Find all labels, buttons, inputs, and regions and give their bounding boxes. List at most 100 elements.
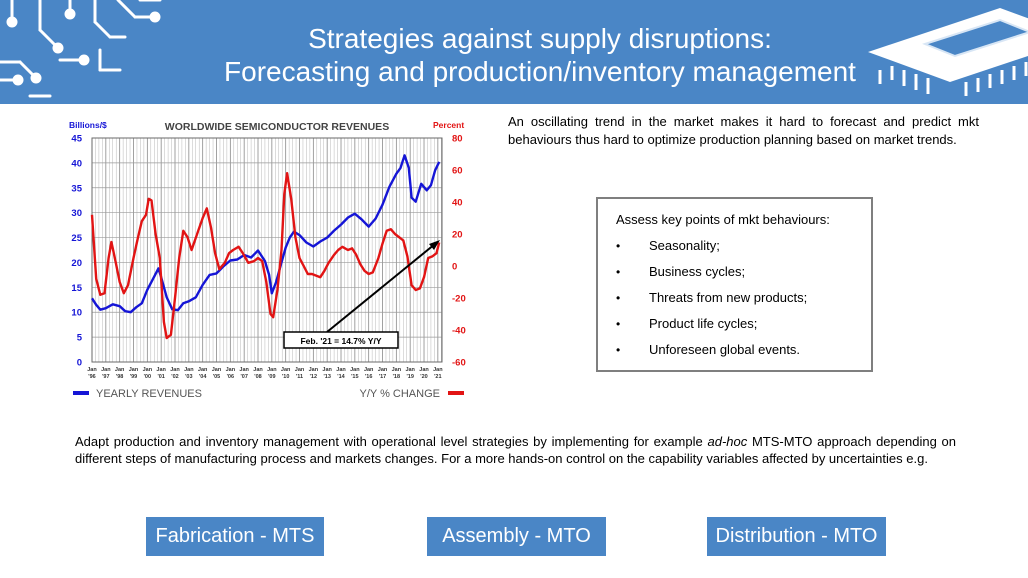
page-title: Strategies against supply disruptions: F… [150,22,930,88]
key-points-box: Assess key points of mkt behaviours: Sea… [596,197,873,372]
chart-right-tick-label: -60 [452,358,466,369]
chart-x-tick-year: '15 [351,374,358,380]
chart-right-tick-label: 80 [452,134,463,145]
chart-x-tick-month: Jan [143,367,153,373]
chart-x-tick-year: '08 [254,374,261,380]
page-title-line-2: Forecasting and production/inventory man… [224,56,856,87]
distribution-mto-button[interactable]: Distribution - MTO [707,517,886,556]
chart-x-tick-year: '14 [337,374,345,380]
semiconductor-revenue-chart: 0 5 10 15 20 25 30 35 40 45 -60 -40 -20 0 20 40 60 80 Ja… [62,114,482,412]
chart-x-tick-month: Jan [295,367,305,373]
annotation-label: Feb. '21 = 14.7% Y/Y [300,336,381,346]
chart-series-change-line [90,172,441,340]
strategy-paragraph: Adapt production and inventory managemen… [75,433,956,467]
key-point-seasonality: Seasonality; [616,237,871,263]
chart-frame [91,137,443,363]
strategy-text-after: MTS-MTO approach depending on different … [75,434,956,466]
chart-x-tick-year: '20 [420,374,427,380]
chart-x-tick-month: Jan [87,367,97,373]
chart-x-tick-year: '10 [282,374,289,380]
chart-x-tick-year: '02 [171,374,178,380]
chart-series-lines [90,154,441,340]
chart-left-tick-label: 5 [77,333,83,344]
chart-x-tick-year: '13 [323,374,330,380]
chart-x-tick-year: '01 [157,374,164,380]
chart-x-tick-month: Jan [336,367,346,373]
chart-x-tick-month: Jan [226,367,236,373]
chart-x-tick-month: Jan [419,367,429,373]
chart-x-tick-year: '98 [116,374,123,380]
chart-x-tick-year: '17 [379,374,386,380]
legend-change-label: Y/Y % CHANGE [360,388,441,400]
chart-left-tick-label: 35 [71,183,82,194]
annotation-box [283,331,399,349]
chart-right-tick-label: -40 [452,326,466,337]
chart-x-tick-month: Jan [198,367,208,373]
chart-left-tick-label: 45 [71,134,82,145]
chart-x-tick-month: Jan [364,367,374,373]
chart-x-tick-month: Jan [433,367,443,373]
chart-x-tick-month: Jan [170,367,180,373]
chart-x-tick-year: '06 [227,374,234,380]
chart-x-tick-year: '18 [393,374,400,380]
chart-left-tick-label: 15 [71,283,82,294]
chart-left-axis-label: Billions/$ [69,120,107,130]
strategy-text-before: Adapt production and inventory managemen… [75,434,708,449]
key-points-title: Assess key points of mkt behaviours: [616,212,830,227]
chart-x-tick-year: '12 [310,374,317,380]
chart-right-tick-label: 40 [452,198,463,209]
chart-x-tick-year: '97 [102,374,109,380]
chart-x-tick-month: Jan [253,367,263,373]
chart-annotation-group: Feb. '21 = 14.7% Y/Y [283,240,440,349]
chart-x-tick-month: Jan [350,367,360,373]
chart-right-tick-label: 20 [452,230,463,241]
chart-left-tick-label: 0 [77,358,82,369]
assembly-mto-button[interactable]: Assembly - MTO [427,517,606,556]
chart-x-tick-month: Jan [101,367,111,373]
annotation-arrow-head [429,240,440,250]
chart-x-tick-month: Jan [267,367,277,373]
chart-x-tick-year: '19 [406,374,413,380]
chart-x-tick-month: Jan [322,367,332,373]
chart-x-tick-month: Jan [378,367,388,373]
chart-x-tick-month: Jan [239,367,249,373]
chart-x-tick-month: Jan [281,367,291,373]
chart-x-ticks: Jan'96Jan'97Jan'98Jan'99Jan'00Jan'01Jan'… [87,367,443,380]
chart-series-revenues-line [90,154,441,314]
legend-revenues-swatch [73,391,89,395]
header-banner: Strategies against supply disruptions: F… [0,0,1028,104]
key-point-life-cycles: Product life cycles; [616,315,871,341]
chart-x-tick-year: '16 [365,374,372,380]
chart-title: WORLDWIDE SEMICONDUCTOR REVENUES [165,121,389,133]
chart-x-tick-year: '11 [296,374,303,380]
chart-x-tick-year: '07 [240,374,247,380]
chart-x-tick-month: Jan [156,367,166,373]
chip-decoration-right [868,8,1028,96]
legend-change-swatch [448,391,464,395]
strategy-text-emphasis: ad-hoc [707,434,748,449]
chart-svg: 0 5 10 15 20 25 30 35 40 45 -60 -40 -20 0 20 40 60 80 Ja… [69,120,466,400]
chart-x-tick-month: Jan [184,367,194,373]
chart-x-tick-year: '03 [185,374,192,380]
chart-x-tick-year: '05 [213,374,220,380]
chart-left-tick-label: 40 [71,158,82,169]
chart-plot-border [91,137,443,363]
chart-x-tick-year: '04 [199,374,207,380]
chart-x-tick-year: '00 [144,374,151,380]
chart-x-tick-month: Jan [115,367,125,373]
key-points-list: Seasonality; Business cycles; Threats fr… [616,237,871,367]
chart-left-tick-label: 20 [71,258,82,269]
chart-x-tick-year: '21 [434,374,441,380]
chart-x-tick-month: Jan [129,367,139,373]
chart-x-tick-month: Jan [212,367,222,373]
chart-x-tick-year: '09 [268,374,275,380]
chart-right-ticks: -60 -40 -20 0 20 40 60 80 [452,134,466,369]
key-point-new-products: Threats from new products; [616,289,871,315]
chart-x-tick-year: '96 [88,374,95,380]
fabrication-mts-button[interactable]: Fabrication - MTS [146,517,324,556]
chart-x-tick-year: '99 [130,374,137,380]
key-point-global-events: Unforeseen global events. [616,341,871,367]
chart-left-ticks: 0 5 10 15 20 25 30 35 40 45 [71,134,82,369]
chart-right-tick-label: -20 [452,294,466,305]
page-title-line-1: Strategies against supply disruptions: [308,23,772,54]
